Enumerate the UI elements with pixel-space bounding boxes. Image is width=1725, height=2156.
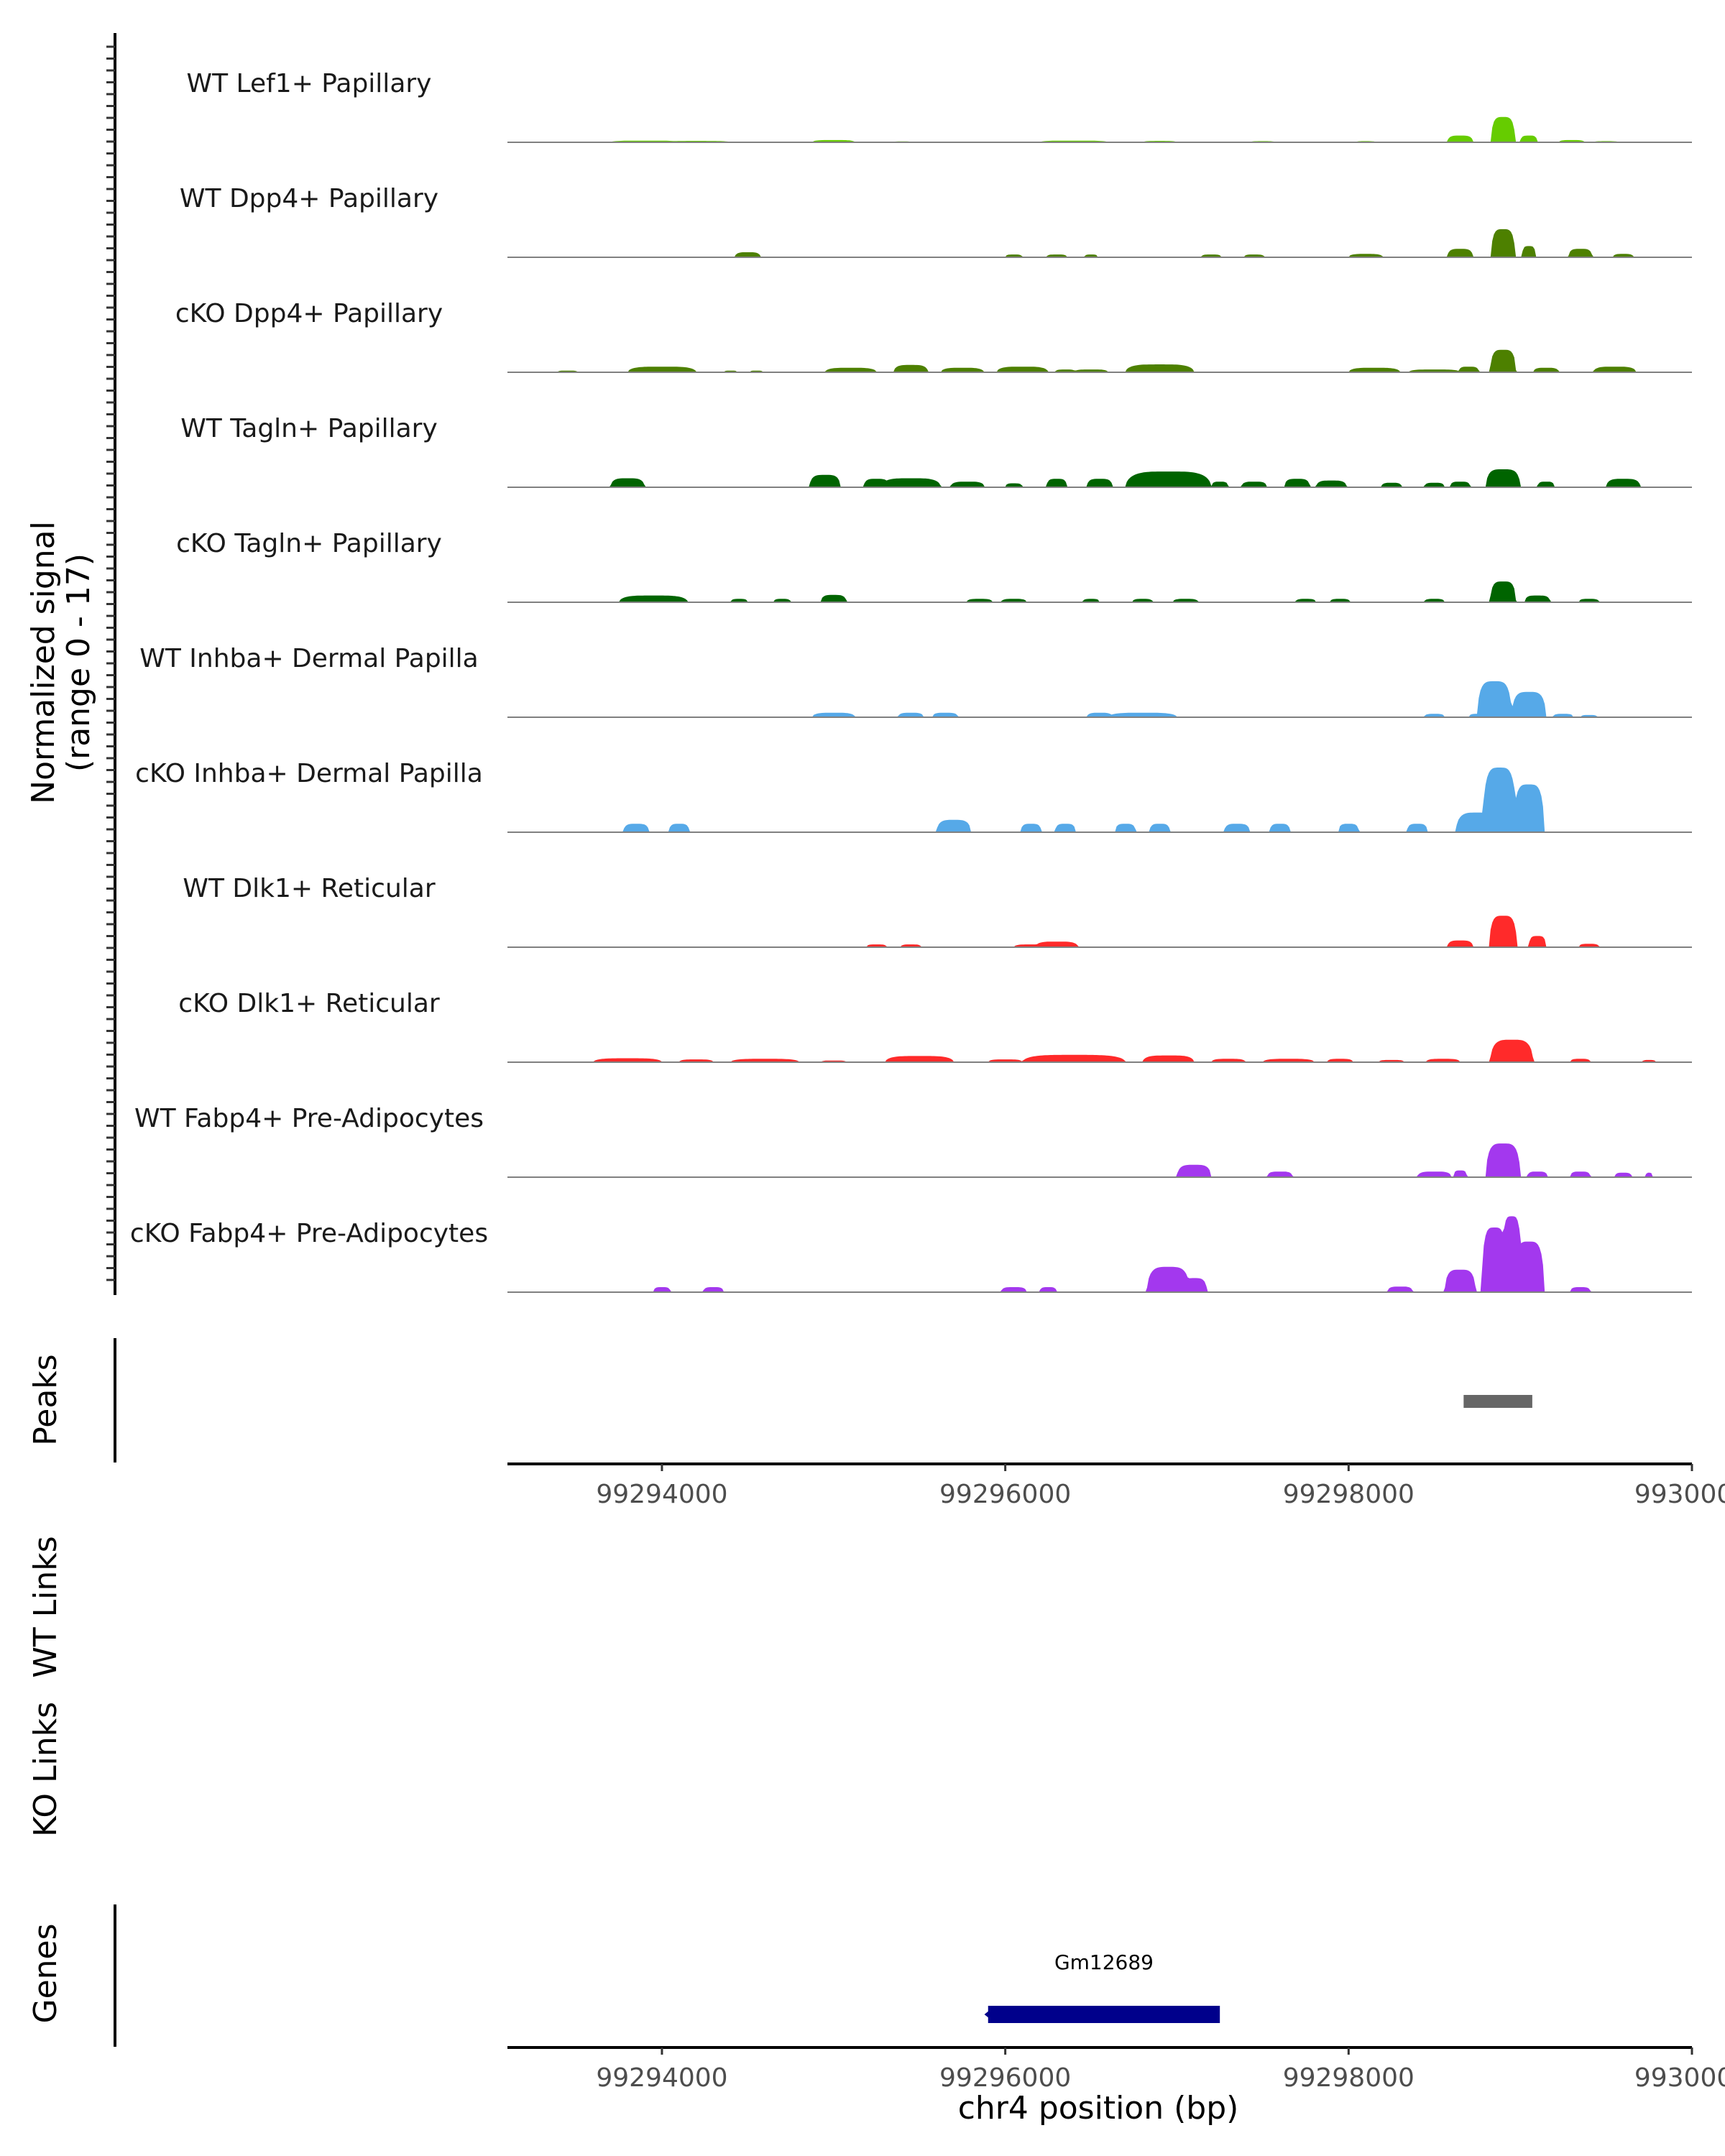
track-coverage-area xyxy=(507,681,1692,717)
track-label: WT Dpp4+ Papillary xyxy=(180,184,438,213)
x-tick-label: 99294000 xyxy=(596,1480,727,1509)
track: WT Tagln+ Papillary xyxy=(180,414,1692,488)
track-coverage-area xyxy=(507,469,1692,487)
track: WT Lef1+ Papillary xyxy=(187,69,1692,143)
track: cKO Tagln+ Papillary xyxy=(176,529,1692,603)
x-tick-label: 9930000 xyxy=(1634,1480,1725,1509)
track-label: WT Dlk1+ Reticular xyxy=(183,874,435,903)
track-label: cKO Fabp4+ Pre-Adipocytes xyxy=(130,1219,488,1248)
track-label: WT Fabp4+ Pre-Adipocytes xyxy=(134,1104,484,1133)
signal-y-axis-label: Normalized signal (range 0 - 17) xyxy=(25,521,97,804)
track-coverage-area xyxy=(507,768,1692,832)
track-coverage-area xyxy=(507,1216,1692,1292)
track: WT Fabp4+ Pre-Adipocytes xyxy=(134,1104,1692,1178)
gene-strand-arrow xyxy=(984,2007,995,2022)
signal-tracks: WT Lef1+ Papillary WT Dpp4+ Papillary cKO … xyxy=(130,69,1692,1293)
ko-links-track-label: KO Links xyxy=(27,1702,64,1837)
track-label: cKO Dpp4+ Papillary xyxy=(175,299,443,328)
wt-links-track-label: WT Links xyxy=(27,1536,64,1677)
track-coverage-area xyxy=(507,916,1692,947)
peaks-track xyxy=(1463,1395,1532,1408)
peaks-track-label: Peaks xyxy=(27,1354,64,1445)
track: cKO Inhba+ Dermal Papilla xyxy=(135,759,1692,833)
genes-track-label: Genes xyxy=(27,1923,64,2023)
track: cKO Fabp4+ Pre-Adipocytes xyxy=(130,1216,1692,1293)
track-coverage-area xyxy=(507,349,1692,372)
x-axis-title: chr4 position (bp) xyxy=(958,2090,1239,2127)
track-coverage-area xyxy=(507,1143,1692,1177)
x-tick-label: 99298000 xyxy=(1283,1480,1414,1509)
track-coverage-area xyxy=(507,116,1692,142)
track-label: cKO Dlk1+ Reticular xyxy=(178,989,440,1018)
x-tick-label: 99298000 xyxy=(1283,2063,1414,2093)
x-tick-label: 9930000 xyxy=(1634,2063,1725,2093)
track-coverage-area xyxy=(507,581,1692,602)
x-axis-upper: 99294000 99296000 99298000 9930000 xyxy=(507,1462,1725,1509)
x-tick-label: 99296000 xyxy=(939,1480,1071,1509)
track: cKO Dlk1+ Reticular xyxy=(178,989,1692,1063)
x-axis-lower: 99294000 99296000 99298000 9930000 xyxy=(507,2046,1725,2093)
track: WT Dlk1+ Reticular xyxy=(183,874,1692,948)
track: cKO Dpp4+ Papillary xyxy=(175,299,1692,373)
track-label: cKO Tagln+ Papillary xyxy=(176,529,442,558)
genes-track: Gm12689 xyxy=(984,1950,1220,2023)
y-axis-title: Normalized signal xyxy=(25,521,62,804)
track-label: WT Inhba+ Dermal Papilla xyxy=(139,644,478,673)
peak-region xyxy=(1463,1395,1532,1408)
signal-y-axis-ticks xyxy=(106,45,115,1281)
track: WT Dpp4+ Papillary xyxy=(180,184,1692,258)
gene-label: Gm12689 xyxy=(1054,1950,1154,1974)
x-tick-label: 99296000 xyxy=(939,2063,1071,2093)
track-coverage-area xyxy=(507,229,1692,257)
track: WT Inhba+ Dermal Papilla xyxy=(139,644,1692,718)
track-label: cKO Inhba+ Dermal Papilla xyxy=(135,759,483,788)
track-label: WT Lef1+ Papillary xyxy=(187,69,432,98)
track-coverage-area xyxy=(507,1039,1692,1062)
y-axis-subtitle: (range 0 - 17) xyxy=(60,553,97,772)
track-label: WT Tagln+ Papillary xyxy=(180,414,438,443)
gene-body xyxy=(988,2006,1220,2023)
x-tick-label: 99294000 xyxy=(596,2063,727,2093)
